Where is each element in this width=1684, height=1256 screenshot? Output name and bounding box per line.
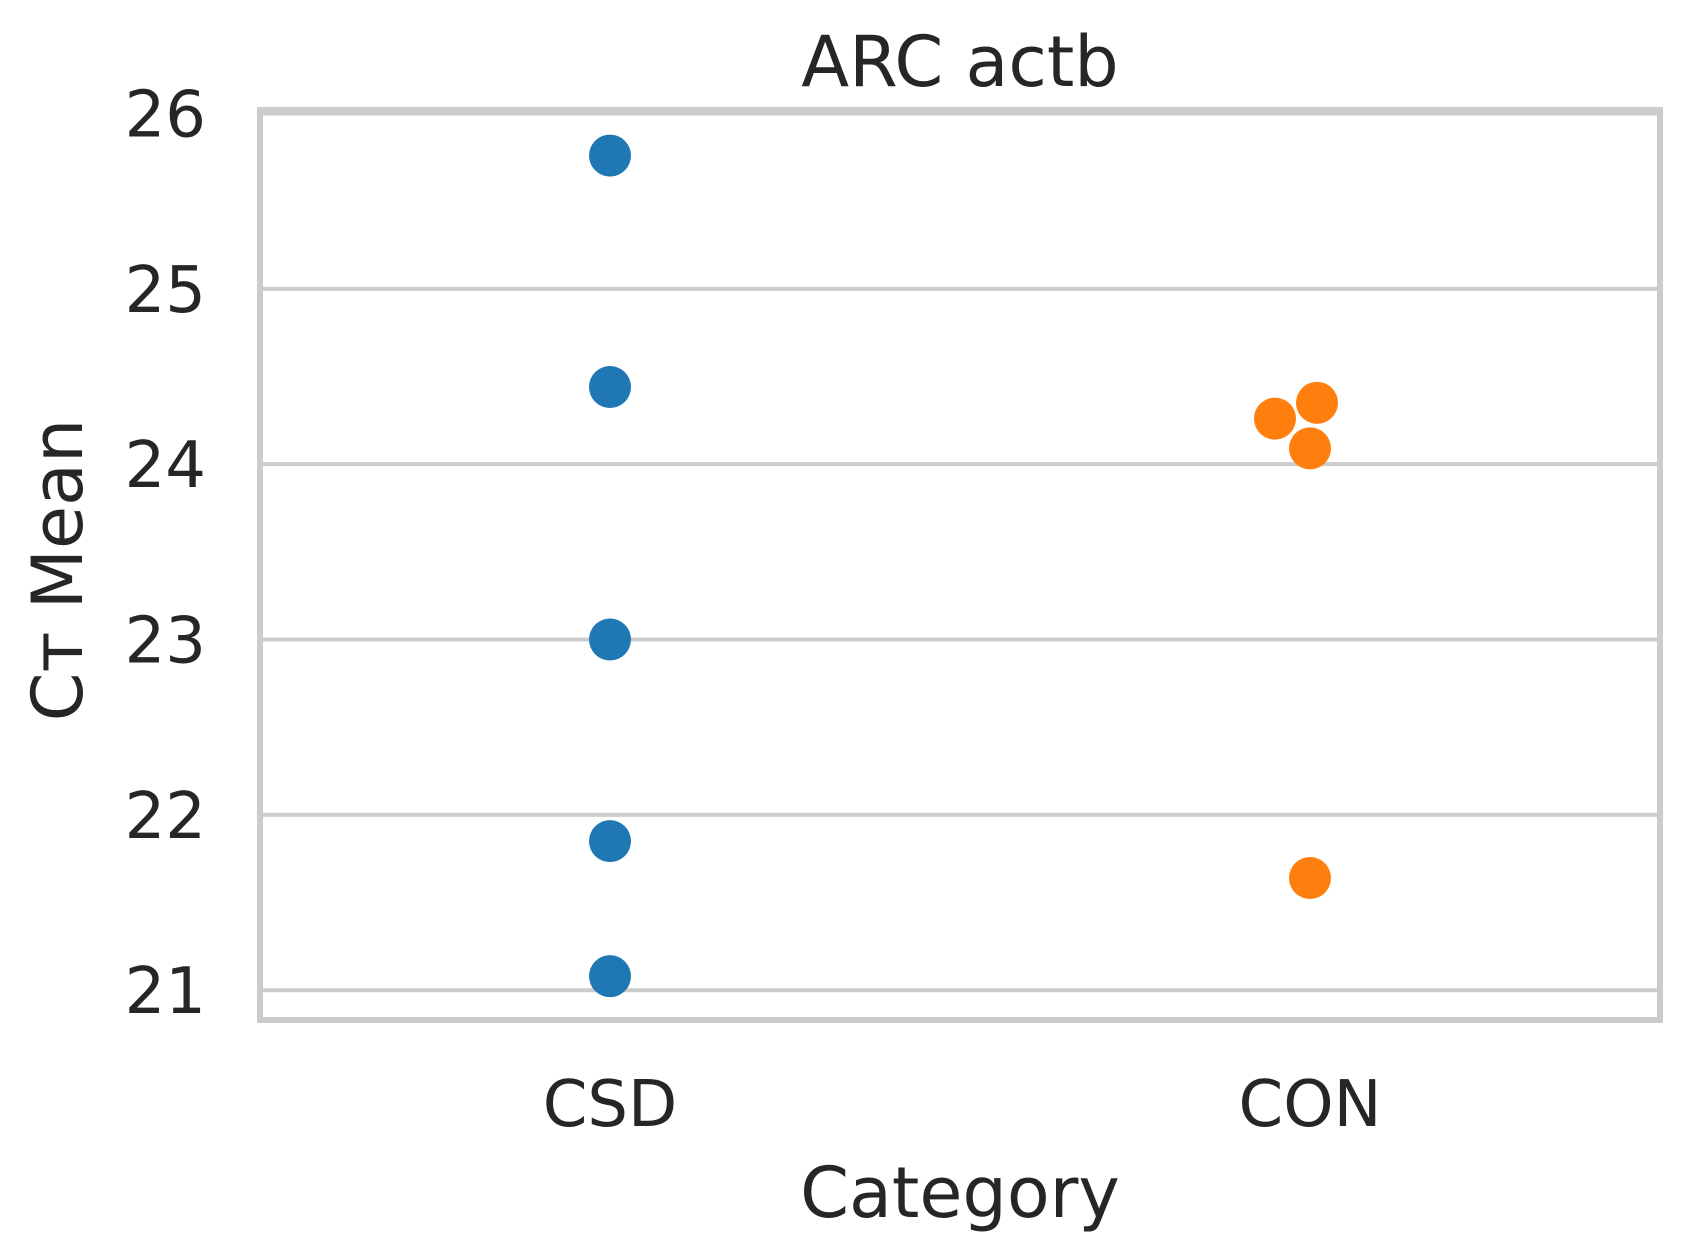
data-points [589, 134, 1338, 998]
data-point-con [1296, 381, 1338, 424]
data-point-csd [589, 618, 631, 661]
chart-title: ARC actb [801, 21, 1118, 103]
y-tick-label: 24 [125, 429, 206, 503]
x-tick-label-csd: CSD [543, 1068, 678, 1142]
data-point-csd [589, 955, 631, 998]
data-point-csd [589, 134, 631, 177]
y-tick-label: 25 [125, 254, 206, 328]
x-tick-labels: CSD CON [543, 1068, 1382, 1142]
plot-frame [257, 107, 1663, 1023]
y-tick-label: 23 [125, 605, 206, 679]
x-axis-label: Category [800, 1152, 1120, 1234]
y-axis-label: Cт Mean [17, 419, 99, 722]
data-point-csd [589, 820, 631, 863]
y-tick-label: 26 [125, 79, 206, 153]
data-point-csd [589, 366, 631, 409]
grid-lines [260, 111, 1660, 993]
data-point-con [1289, 856, 1331, 899]
y-tick-labels: 21 22 23 24 25 26 [125, 79, 206, 1030]
data-point-con [1254, 397, 1296, 440]
x-tick-label-con: CON [1239, 1068, 1382, 1142]
y-tick-label: 22 [125, 780, 206, 854]
y-tick-label: 21 [125, 955, 206, 1029]
data-point-con [1289, 427, 1331, 470]
